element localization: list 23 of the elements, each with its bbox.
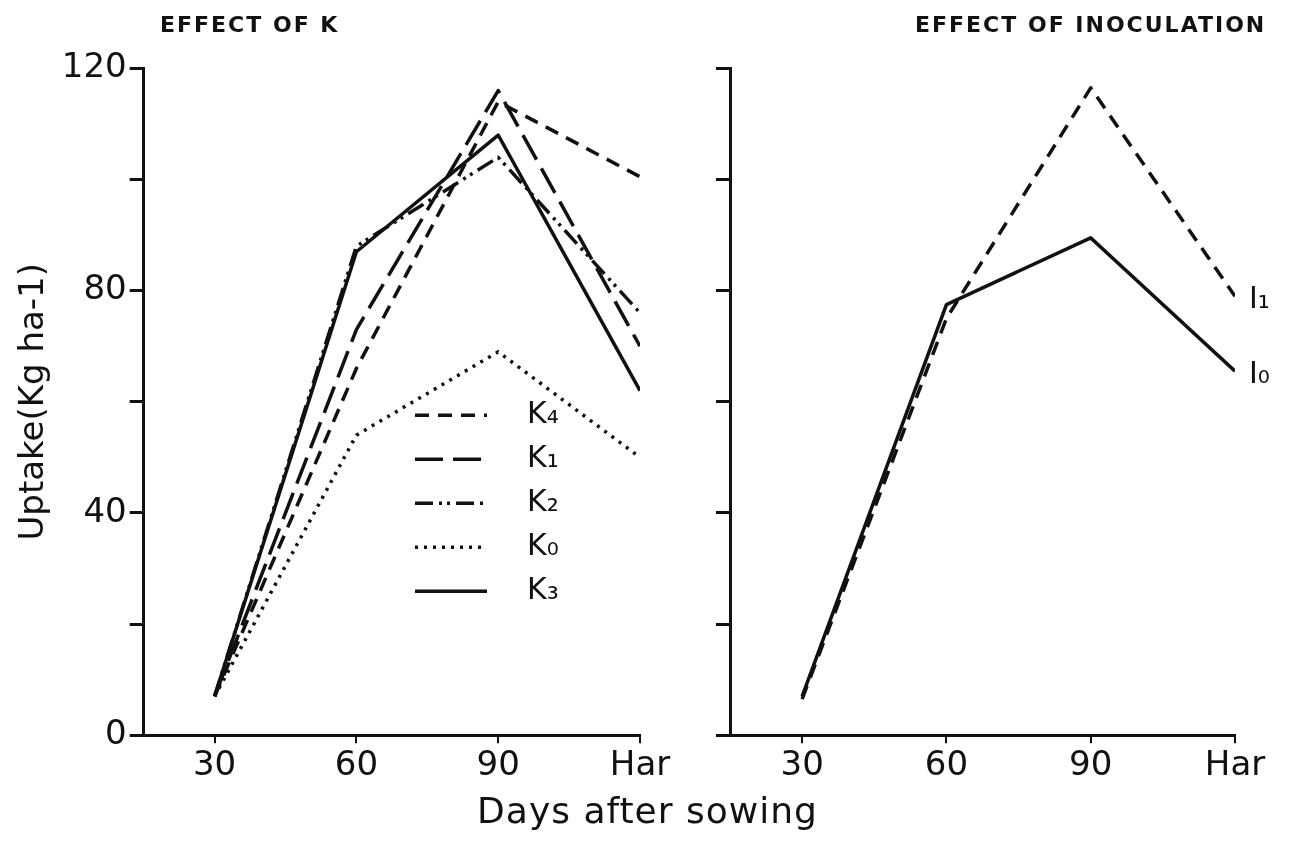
x-tick-label: 90: [476, 743, 520, 784]
x-tick-label: 60: [334, 743, 379, 784]
x-axis-title: Days after sowing: [476, 790, 819, 831]
x-tick-label: Har: [609, 743, 671, 784]
legend-label: K₂: [527, 483, 559, 518]
y-tick-label: 40: [83, 489, 127, 530]
y-axis-title: Uptake(Kg ha-1): [11, 263, 52, 541]
series-label: I₀: [1249, 355, 1270, 391]
legend-label: K₀: [527, 527, 559, 562]
legend-label: K₃: [527, 571, 559, 606]
y-tick-label: 120: [61, 45, 127, 86]
series-label: I₁: [1249, 280, 1270, 316]
legend-label: K₄: [527, 395, 559, 430]
x-tick-label: 30: [780, 743, 824, 784]
legend-label: K₁: [527, 439, 559, 474]
chart-title: EFFECT OF K: [160, 12, 340, 37]
x-tick-label: Har: [1204, 743, 1266, 784]
y-tick-label: 0: [105, 712, 127, 753]
x-tick-label: 90: [1069, 743, 1113, 784]
x-tick-label: 30: [192, 743, 237, 784]
chart-title: EFFECT OF INOCULATION: [915, 12, 1267, 37]
x-tick-label: 60: [924, 743, 969, 784]
y-tick-label: 80: [83, 267, 127, 308]
